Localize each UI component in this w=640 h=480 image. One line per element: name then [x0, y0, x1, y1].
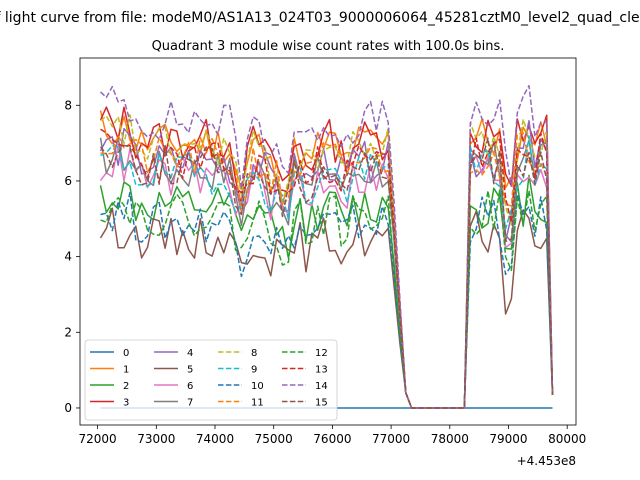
y-tick-label: 0 — [64, 401, 72, 415]
x-axis: 72000 73000 74000 75000 76000 77000 78000 79000… — [79, 425, 586, 446]
axes-frame — [79, 57, 577, 426]
legend-label-11: 11 — [251, 398, 264, 409]
x-tick-label: 74000 — [196, 432, 234, 446]
legend-label-9: 9 — [251, 365, 257, 376]
series-line-3 — [99, 106, 554, 409]
legend-label-1: 1 — [123, 365, 129, 376]
series-line-7 — [99, 137, 554, 409]
legend-label-13: 13 — [315, 365, 328, 376]
legend-label-3: 3 — [123, 398, 129, 409]
y-tick-label: 6 — [64, 174, 72, 188]
series-line-5 — [99, 207, 554, 409]
legend-label-8: 8 — [251, 348, 257, 359]
y-tick-label: 8 — [64, 98, 72, 112]
legend-frame — [84, 339, 338, 421]
legend-label-10: 10 — [251, 381, 264, 392]
series-line-14 — [99, 84, 554, 409]
x-tick-label: 79000 — [489, 432, 527, 446]
x-tick-label: 72000 — [79, 432, 117, 446]
x-tick-label: 75000 — [255, 432, 293, 446]
legend-label-12: 12 — [315, 348, 328, 359]
series-layer — [99, 84, 554, 409]
series-line-11 — [100, 132, 554, 409]
series-line-6 — [99, 143, 554, 409]
y-tick-label: 2 — [64, 325, 72, 339]
legend-label-15: 15 — [315, 398, 328, 409]
x-tick-label: 77000 — [372, 432, 410, 446]
figure-suptitle: Plot of light curve from file: modeM0/AS… — [0, 10, 640, 26]
series-line-2 — [99, 174, 554, 409]
legend-label-7: 7 — [187, 398, 193, 409]
x-tick-label: 80000 — [548, 432, 586, 446]
legend-label-2: 2 — [123, 381, 129, 392]
series-line-10 — [100, 191, 554, 409]
legend-label-0: 0 — [123, 348, 129, 359]
chart-title: Quadrant 3 module wise count rates with … — [152, 39, 505, 54]
legend-label-6: 6 — [187, 381, 193, 392]
y-axis: 0 2 4 6 8 — [64, 98, 80, 415]
legend-label-5: 5 — [187, 365, 193, 376]
legend-label-14: 14 — [315, 381, 328, 392]
series-line-12 — [100, 189, 554, 409]
x-tick-label: 78000 — [431, 432, 469, 446]
series-line-13 — [100, 128, 554, 409]
x-tick-label: 73000 — [137, 432, 175, 446]
legend-label-4: 4 — [187, 348, 193, 359]
y-tick-label: 4 — [64, 250, 72, 264]
x-offset-label: +4.453e8 — [517, 454, 576, 468]
series-line-9 — [100, 135, 554, 409]
x-tick-label: 76000 — [313, 432, 351, 446]
series-line-15 — [99, 137, 554, 409]
